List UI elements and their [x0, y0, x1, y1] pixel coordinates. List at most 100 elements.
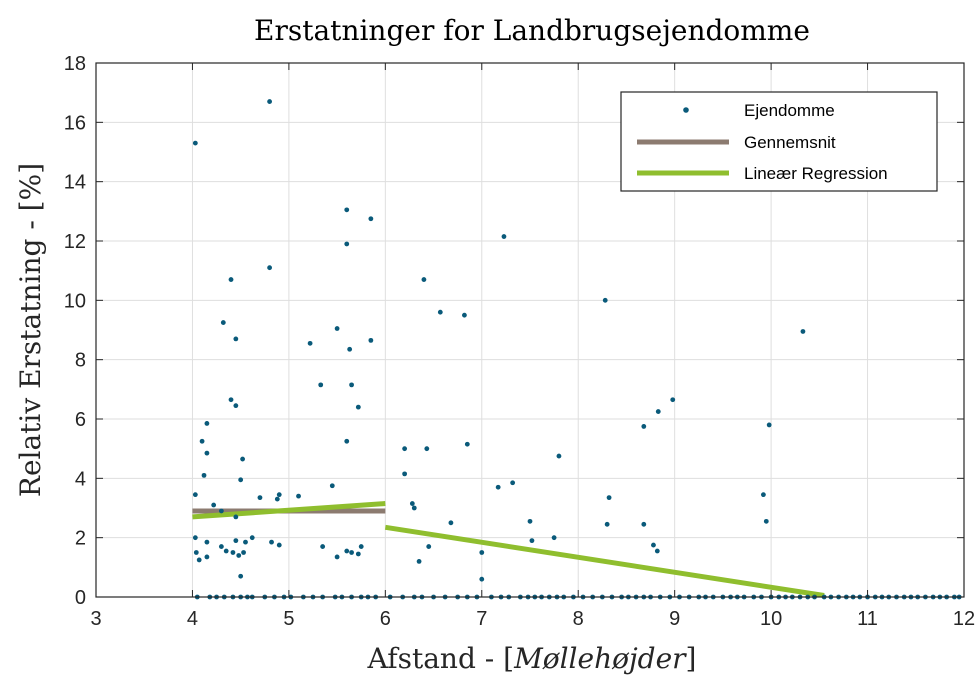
x-tick-label: 10: [760, 608, 782, 630]
data-point: [670, 397, 676, 403]
data-point: [495, 484, 501, 490]
data-point: [238, 477, 244, 483]
data-point: [296, 493, 301, 499]
data-point: [218, 508, 224, 514]
data-point: [257, 495, 263, 501]
data-point: [276, 492, 282, 498]
data-point: [402, 471, 408, 477]
data-point: [527, 518, 533, 524]
x-axis-label-suffix: ]: [686, 642, 697, 675]
y-axis-label: Relativ Erstatning - [%]: [14, 163, 47, 497]
data-point: [800, 329, 806, 334]
data-point: [329, 483, 335, 489]
data-point: [199, 438, 205, 444]
data-point: [233, 336, 239, 342]
data-point: [318, 382, 324, 388]
data-point: [192, 492, 198, 498]
legend-marker-points: [683, 107, 689, 113]
data-point: [426, 544, 432, 549]
data-point: [349, 550, 354, 555]
data-point: [334, 326, 340, 331]
data-point: [641, 521, 647, 527]
y-tick-label: 6: [75, 409, 86, 431]
data-point: [479, 550, 485, 555]
data-point: [320, 544, 326, 549]
x-axis-label-italic: Møllehøjder: [513, 642, 687, 675]
data-point: [344, 241, 350, 247]
plot-frame: [95, 62, 965, 598]
regression-line: [384, 524, 825, 598]
data-point: [240, 456, 245, 462]
x-tick-label: 11: [857, 608, 878, 630]
data-point: [220, 320, 226, 325]
data-point: [641, 424, 647, 429]
data-point: [355, 404, 361, 410]
y-tick-label: 12: [64, 231, 86, 253]
data-point: [604, 521, 610, 527]
data-point: [204, 539, 210, 545]
data-point: [437, 309, 443, 315]
data-point: [606, 495, 612, 501]
data-point: [651, 542, 656, 548]
data-point: [228, 397, 234, 403]
x-tick-label: 6: [380, 608, 391, 630]
data-point: [409, 501, 415, 506]
data-point: [236, 553, 242, 558]
y-tick-label: 18: [64, 53, 86, 75]
data-point: [249, 535, 255, 541]
data-point: [479, 576, 485, 582]
data-point: [218, 544, 224, 549]
data-point: [448, 520, 454, 526]
axes: 3 4 5 6 7 8 9 10 11 12 0 2 4 6 8 10 12 14 16 18: [64, 53, 975, 630]
y-tick-label: 14: [64, 172, 86, 194]
x-axis-label: Afstand - [Møllehøjder]: [367, 642, 697, 675]
y-tick-label: 0: [75, 587, 86, 609]
data-point: [267, 99, 272, 104]
data-point: [274, 496, 280, 502]
data-point: [411, 505, 417, 511]
data-point: [766, 422, 772, 428]
data-point: [358, 544, 364, 549]
data-point: [529, 538, 535, 544]
data-point: [233, 538, 239, 544]
legend-label-points: Ejendomme: [744, 101, 835, 120]
data-point: [655, 409, 661, 414]
plot-area: [192, 99, 962, 600]
data-point: [763, 518, 769, 524]
data-point: [355, 551, 361, 557]
y-tick-label: 4: [75, 468, 86, 490]
legend-label-mean: Gennemsnit: [744, 133, 836, 152]
data-point: [602, 297, 608, 303]
data-point: [402, 446, 408, 452]
regression-line: [192, 501, 386, 520]
data-point: [654, 548, 660, 554]
data-point: [204, 450, 210, 456]
x-tick-label: 8: [573, 608, 584, 630]
data-point: [276, 542, 282, 548]
data-point: [238, 573, 244, 579]
y-tick-label: 10: [64, 290, 86, 312]
data-point: [230, 550, 236, 555]
data-point: [344, 207, 350, 213]
data-point: [233, 403, 239, 409]
y-tick-label: 16: [64, 112, 86, 134]
data-point: [368, 337, 374, 343]
data-point: [416, 559, 422, 564]
data-point: [241, 550, 246, 555]
data-point: [201, 472, 207, 478]
data-point: [368, 216, 374, 222]
data-point: [269, 539, 274, 545]
x-tick-label: 3: [90, 608, 101, 630]
data-point: [233, 514, 239, 520]
data-point: [196, 557, 202, 563]
chart-title: Erstatninger for Landbrugsejendomme: [254, 14, 810, 47]
data-point: [501, 234, 507, 239]
data-point: [334, 554, 340, 560]
x-tick-label: 12: [953, 608, 975, 630]
data-point: [347, 346, 353, 352]
data-point: [349, 382, 354, 388]
data-point: [344, 548, 350, 554]
legend-label-regression: Lineær Regression: [744, 164, 888, 183]
data-point: [344, 438, 350, 444]
data-point: [204, 421, 210, 426]
